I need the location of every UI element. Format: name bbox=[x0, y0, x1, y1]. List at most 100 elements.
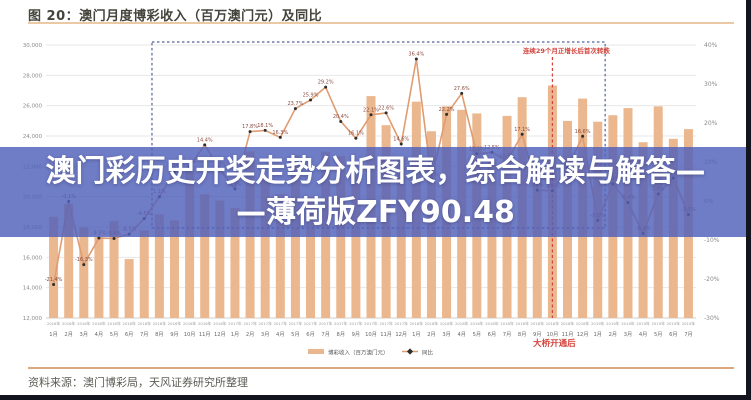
svg-text:1月: 1月 bbox=[49, 331, 58, 338]
watermark-text-line1: 澳门彩历史开奖走势分析图表，综合解读与解答— bbox=[45, 154, 706, 189]
svg-text:3月: 3月 bbox=[624, 331, 633, 338]
svg-text:30,000: 30,000 bbox=[23, 43, 43, 49]
revenue-bar bbox=[124, 259, 134, 318]
bridge-open-label: 大桥开通后 bbox=[533, 338, 576, 349]
svg-text:12,000: 12,000 bbox=[23, 316, 43, 322]
svg-text:2016年: 2016年 bbox=[198, 321, 212, 326]
svg-text:2016年: 2016年 bbox=[138, 321, 152, 326]
svg-text:2016年: 2016年 bbox=[168, 321, 182, 326]
yoy-point bbox=[384, 111, 388, 115]
source-divider bbox=[28, 367, 734, 369]
svg-text:2018年: 2018年 bbox=[440, 321, 454, 326]
svg-text:28,000: 28,000 bbox=[23, 73, 43, 79]
svg-text:2月: 2月 bbox=[246, 331, 255, 338]
yoy-point bbox=[309, 98, 313, 102]
svg-text:10月: 10月 bbox=[365, 331, 377, 338]
svg-text:2019年: 2019年 bbox=[682, 321, 696, 326]
svg-text:1月: 1月 bbox=[593, 331, 602, 338]
svg-text:2017年: 2017年 bbox=[304, 321, 318, 326]
svg-text:2018年: 2018年 bbox=[485, 321, 499, 326]
svg-text:1月: 1月 bbox=[412, 331, 421, 338]
svg-text:2018年: 2018年 bbox=[531, 321, 545, 326]
yoy-point-label: 29.2% bbox=[318, 80, 334, 86]
svg-text:2月: 2月 bbox=[64, 331, 73, 338]
svg-text:2018年: 2018年 bbox=[515, 321, 529, 326]
svg-text:12月: 12月 bbox=[395, 331, 407, 338]
svg-text:2019年: 2019年 bbox=[636, 321, 650, 326]
yoy-point-label: 14.6% bbox=[393, 137, 409, 143]
svg-text:2017年: 2017年 bbox=[334, 321, 348, 326]
svg-text:2018年: 2018年 bbox=[410, 321, 424, 326]
yoy-point bbox=[82, 263, 86, 267]
yoy-point-label: 22.2% bbox=[439, 107, 455, 113]
svg-text:2018年: 2018年 bbox=[576, 321, 590, 326]
legend: 博彩收入（百万澳门元） 同比 bbox=[308, 348, 434, 357]
yoy-point bbox=[581, 134, 585, 138]
legend-line-marker bbox=[406, 348, 414, 355]
yoy-point-label: 23.7% bbox=[287, 101, 303, 107]
svg-text:2016年: 2016年 bbox=[213, 321, 227, 326]
legend-bar-label: 博彩收入（百万澳门元） bbox=[328, 349, 389, 357]
svg-text:2016年: 2016年 bbox=[183, 321, 197, 326]
svg-text:10月: 10月 bbox=[184, 331, 196, 338]
svg-text:2017年: 2017年 bbox=[394, 321, 408, 326]
bottom-border bbox=[0, 395, 751, 400]
svg-text:2019年: 2019年 bbox=[621, 321, 635, 326]
watermark-banner: 澳门彩历史开奖走势分析图表，综合解读与解答— —薄荷版ZFY90.48 bbox=[0, 147, 751, 237]
revenue-bar bbox=[139, 230, 149, 318]
svg-text:6月: 6月 bbox=[125, 331, 134, 338]
svg-text:11月: 11月 bbox=[380, 331, 392, 338]
svg-text:2017年: 2017年 bbox=[379, 321, 393, 326]
yoy-point bbox=[248, 130, 252, 134]
svg-text:2018年: 2018年 bbox=[455, 321, 469, 326]
svg-text:9月: 9月 bbox=[352, 331, 361, 338]
svg-text:30%: 30% bbox=[704, 81, 718, 88]
svg-text:4月: 4月 bbox=[639, 331, 648, 338]
yoy-point-label: 25.9% bbox=[303, 92, 319, 98]
svg-text:6月: 6月 bbox=[306, 331, 315, 338]
yoy-point bbox=[460, 91, 464, 95]
revenue-bar bbox=[79, 227, 89, 318]
svg-text:-10%: -10% bbox=[704, 237, 720, 244]
yoy-point bbox=[263, 128, 267, 132]
revenue-bar bbox=[64, 203, 74, 318]
yoy-point-label: 27.6% bbox=[454, 86, 470, 92]
svg-text:-20%: -20% bbox=[704, 276, 720, 283]
svg-text:7月: 7月 bbox=[503, 331, 512, 338]
svg-text:20%: 20% bbox=[704, 120, 718, 127]
svg-text:2017年: 2017年 bbox=[364, 321, 378, 326]
yoy-point-label: 16.1% bbox=[348, 131, 364, 137]
yoy-point bbox=[293, 107, 297, 111]
source-note: 资料来源：澳门博彩局，天风证券研究所整理 bbox=[28, 376, 248, 389]
svg-text:6月: 6月 bbox=[669, 331, 678, 338]
svg-text:8月: 8月 bbox=[155, 331, 164, 338]
yoy-point-label: 22.1% bbox=[363, 107, 379, 113]
svg-text:5月: 5月 bbox=[291, 331, 300, 338]
svg-text:24,000: 24,000 bbox=[23, 134, 43, 140]
growth-streak-annotation: 连续29个月正增长后首次转跌 bbox=[523, 46, 611, 55]
svg-text:14,000: 14,000 bbox=[23, 286, 43, 292]
svg-text:2018年: 2018年 bbox=[561, 321, 575, 326]
svg-text:4月: 4月 bbox=[95, 331, 104, 338]
svg-text:10月: 10月 bbox=[546, 331, 558, 338]
svg-text:16,000: 16,000 bbox=[23, 255, 43, 261]
svg-text:2018年: 2018年 bbox=[425, 321, 439, 326]
svg-text:8月: 8月 bbox=[518, 331, 527, 338]
svg-text:2017年: 2017年 bbox=[319, 321, 333, 326]
title-divider bbox=[28, 22, 734, 24]
yoy-point-label: -21.4% bbox=[45, 277, 63, 283]
yoy-point-label: 36.4% bbox=[408, 52, 424, 58]
svg-text:2016年: 2016年 bbox=[107, 321, 121, 326]
svg-text:12月: 12月 bbox=[214, 331, 226, 338]
svg-text:5月: 5月 bbox=[654, 331, 663, 338]
svg-text:2018年: 2018年 bbox=[470, 321, 484, 326]
yoy-point-label: 22.6% bbox=[378, 105, 394, 111]
svg-text:7月: 7月 bbox=[140, 331, 149, 338]
revenue-bar bbox=[351, 175, 361, 318]
yoy-point bbox=[399, 142, 403, 146]
yoy-point-label: 14.4% bbox=[197, 137, 213, 143]
revenue-bar bbox=[109, 221, 119, 318]
yoy-point-label: 17.8% bbox=[242, 124, 258, 130]
yoy-point bbox=[112, 236, 116, 240]
